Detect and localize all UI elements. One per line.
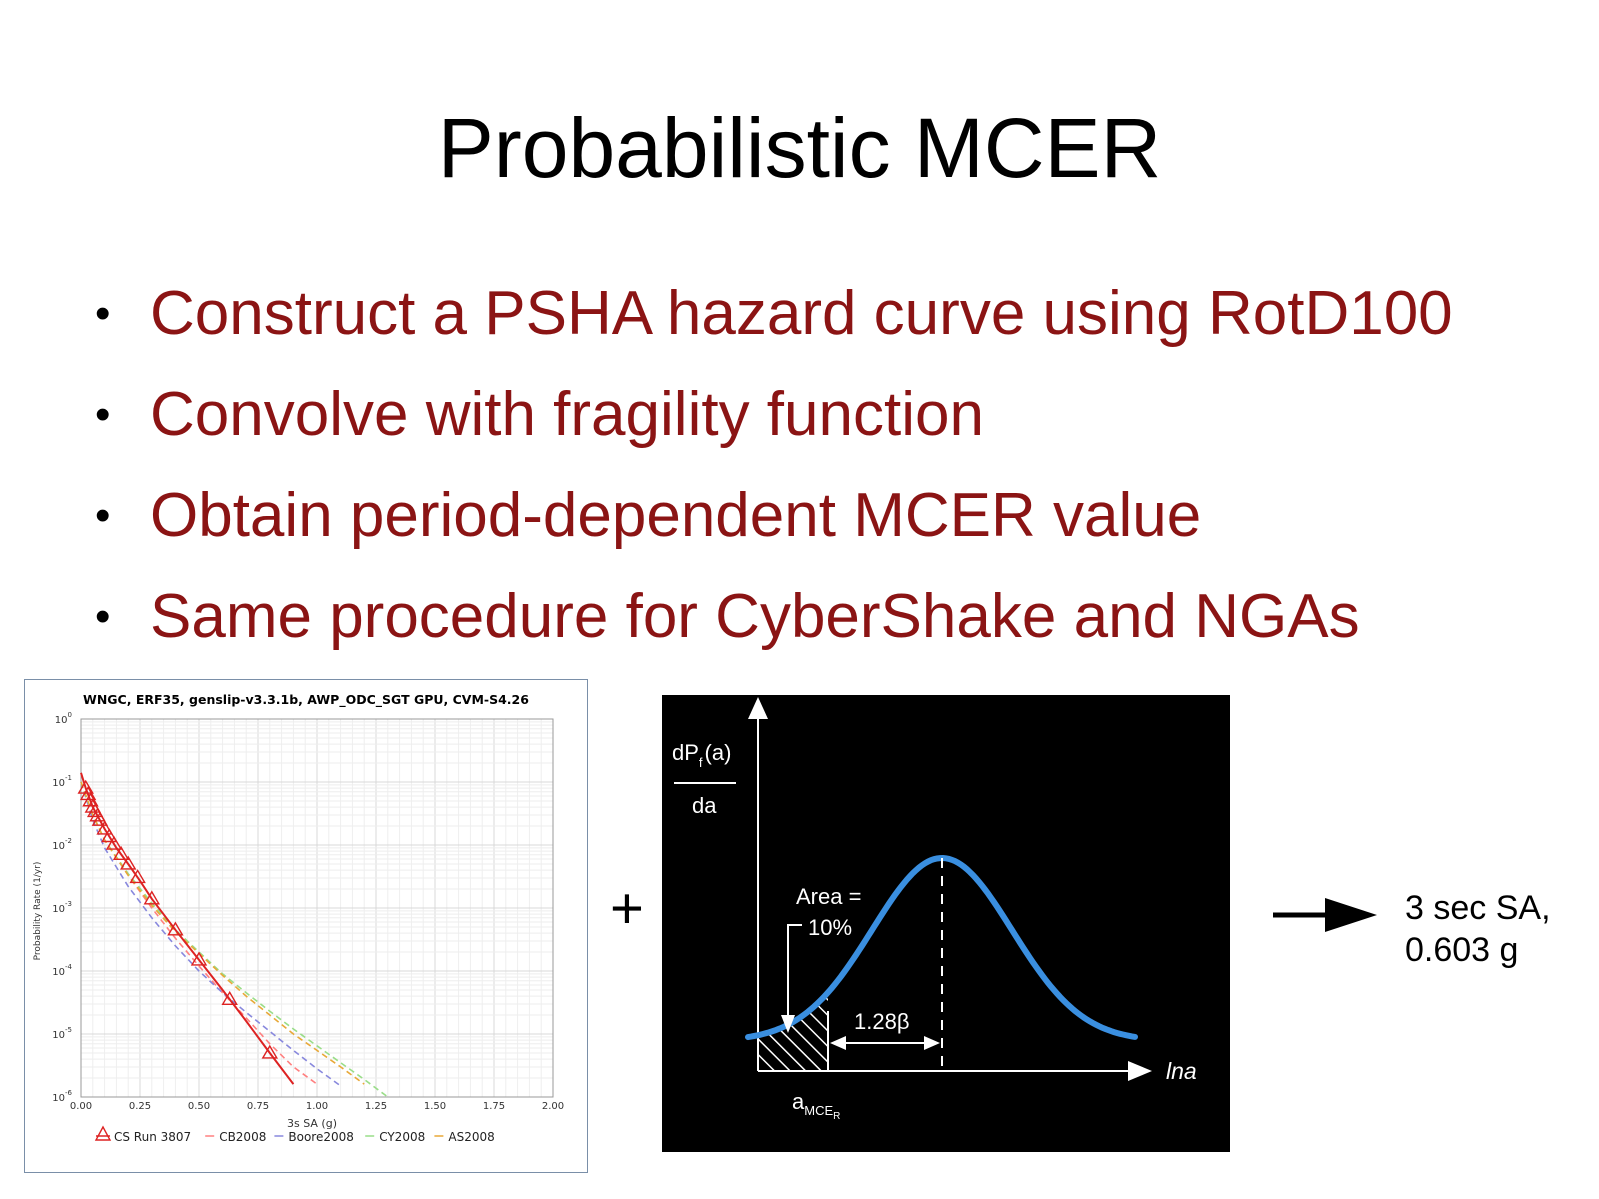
area-label-line2: 10%	[808, 915, 852, 940]
series-marker	[221, 990, 238, 1006]
bullet-dot: •	[95, 289, 111, 338]
legend-label: CS Run 3807	[114, 1130, 191, 1144]
bullet-dot: •	[95, 592, 111, 641]
series-marker	[77, 779, 94, 794]
x-tick-label: 2.00	[542, 1101, 564, 1112]
x-tick-label: 0.00	[70, 1101, 92, 1112]
series-line-cy2008	[80, 781, 389, 1098]
chart-frame	[24, 679, 588, 1173]
x-tick-label: 0.25	[129, 1101, 151, 1112]
legend-marker	[94, 1125, 112, 1141]
series-marker	[190, 951, 208, 966]
series-marker	[105, 835, 123, 850]
series-marker	[82, 792, 99, 807]
bullet-item: • Same procedure for CyberShake and NGAs	[95, 581, 1453, 682]
fragility-ylabel-numerator: dPf(a)	[672, 740, 731, 770]
series-marker	[167, 921, 184, 936]
y-axis-label: Probability Rate (1/yr)	[33, 862, 43, 961]
legend-label: CB2008	[219, 1130, 266, 1144]
chart-grid	[80, 719, 554, 1098]
chart-legend: CS Run 3807 CB2008 Boore2008 CY2008 AS2008	[94, 1125, 495, 1144]
x-tick-label: 1.00	[306, 1101, 328, 1112]
y-tick-label: 10-1	[52, 774, 72, 789]
y-tick-label: 10-3	[52, 900, 72, 915]
x-axis-label: 3s SA (g)	[287, 1117, 337, 1130]
y-tick-label: 100	[55, 711, 72, 726]
bullet-dot: •	[95, 390, 111, 439]
plot-area	[80, 718, 554, 1098]
bullet-text: Construct a PSHA hazard curve using RotD…	[150, 279, 1453, 348]
x-tick-label: 1.75	[483, 1101, 505, 1112]
series-line-boore2008	[80, 781, 342, 1087]
x-tick-label: 1.50	[424, 1101, 446, 1112]
hazard-curve-chart: WNGC, ERF35, genslip-v3.3.1b, AWP_ODC_SG…	[24, 679, 588, 1173]
result-text: 3 sec SA, 0.603 g	[1405, 887, 1551, 971]
legend-label: CY2008	[379, 1130, 425, 1144]
y-tick-label: 10-6	[52, 1089, 72, 1104]
bullet-text: Same procedure for CyberShake and NGAs	[150, 582, 1360, 651]
x-axis-arrowhead	[1128, 1061, 1152, 1081]
diagram-background	[662, 695, 1230, 1152]
bullet-text: Obtain period-dependent MCER value	[150, 481, 1202, 550]
y-tick-label: 10-2	[52, 837, 72, 852]
fragility-ylabel-denominator: da	[692, 793, 717, 818]
chart-title: WNGC, ERF35, genslip-v3.3.1b, AWP_ODC_SG…	[83, 692, 529, 708]
plus-sign: +	[610, 876, 644, 941]
area-pointer-line	[787, 924, 802, 1021]
series-marker	[261, 1044, 279, 1059]
result-line-2: 0.603 g	[1405, 931, 1519, 969]
series-marker	[96, 820, 113, 835]
series-marker	[112, 845, 130, 861]
series-marker	[101, 828, 118, 843]
fragility-diagram: dPf(a) da Area = 10% 1.28β lna aMCER	[662, 695, 1230, 1152]
series-marker	[119, 855, 137, 870]
beta-arrow-right	[924, 1036, 940, 1050]
series-marker	[91, 811, 109, 826]
area-label-line1: Area =	[796, 884, 861, 909]
series-marker	[129, 869, 146, 884]
area-pointer-arrowhead	[781, 1015, 795, 1033]
x-tick-label: 1.25	[365, 1101, 387, 1112]
bullet-dot: •	[95, 491, 111, 540]
series-marker	[79, 786, 97, 801]
result-arrow	[1273, 898, 1377, 932]
bullet-list: • Construct a PSHA hazard curve using Rot…	[95, 278, 1453, 682]
y-tick-label: 10-5	[52, 1026, 72, 1041]
chart-series	[77, 772, 389, 1098]
bullet-text: Convolve with fragility function	[150, 380, 984, 449]
legend-label: Boore2008	[288, 1130, 354, 1144]
x-tick-label: 0.75	[247, 1101, 269, 1112]
x-tick-label: 0.50	[188, 1101, 210, 1112]
chart-ticks: 0.00 0.25 0.50 0.75 1.00 1.25 1.50 1.75 2.00 100 1…	[52, 711, 564, 1112]
result-line-1: 3 sec SA,	[1405, 889, 1551, 927]
bullet-item: • Convolve with fragility function	[95, 379, 1453, 480]
series-line-cb2008	[80, 781, 318, 1085]
series-line-cs-run-3807	[80, 772, 295, 1085]
a-mcer-label: aMCER	[792, 1089, 840, 1122]
beta-label: 1.28β	[854, 1009, 909, 1034]
y-axis-arrowhead	[748, 697, 768, 719]
slide-title: Probabilistic MCER	[437, 101, 1162, 195]
beta-arrow-left	[830, 1036, 846, 1050]
bullet-item: • Obtain period-dependent MCER value	[95, 480, 1453, 581]
bullet-item: • Construct a PSHA hazard curve using Rot…	[95, 278, 1453, 379]
fragility-xlabel: lna	[1166, 1058, 1197, 1084]
legend-label: AS2008	[448, 1130, 494, 1144]
series-marker	[143, 890, 161, 905]
y-tick-label: 10-4	[52, 963, 72, 978]
